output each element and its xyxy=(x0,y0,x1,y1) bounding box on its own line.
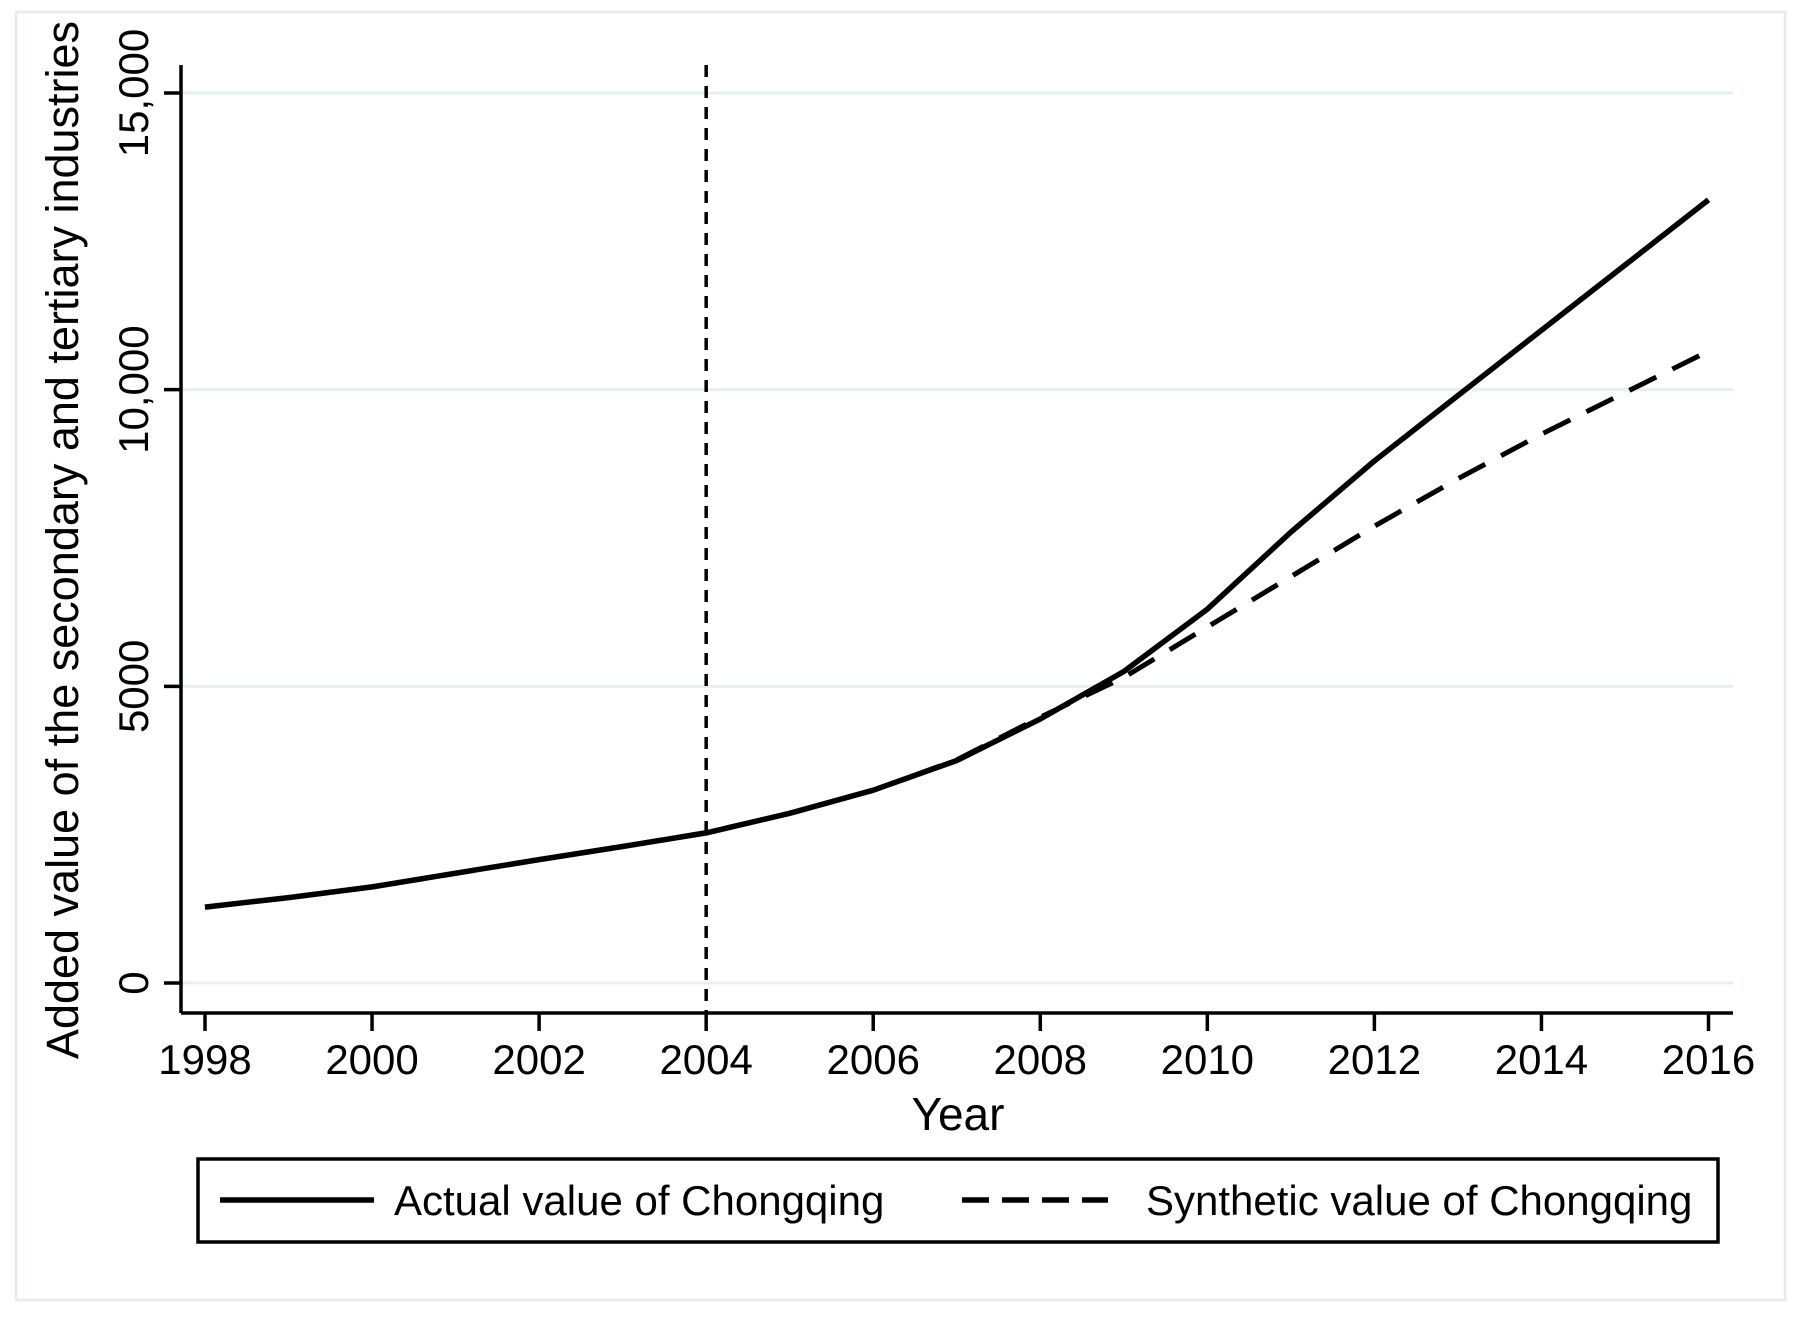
x-axis-ticks: 1998 2000 2002 2004 2006 2008 2010 2012 2014 2016 xyxy=(158,1013,1755,1083)
x-tick-label-2006: 2006 xyxy=(827,1036,920,1083)
y-tick-label-5000: 5000 xyxy=(110,640,157,733)
x-tick-label-2002: 2002 xyxy=(492,1036,585,1083)
legend-label-actual: Actual value of Chongqing xyxy=(394,1177,884,1224)
x-tick-label-1998: 1998 xyxy=(158,1036,251,1083)
actual-series-line xyxy=(204,197,1711,910)
x-tick-label-2012: 2012 xyxy=(1328,1036,1421,1083)
legend-label-synthetic: Synthetic value of Chongqing xyxy=(1146,1177,1692,1224)
x-tick-label-2000: 2000 xyxy=(325,1036,418,1083)
y-axis-title: Added value of the secondary and tertiar… xyxy=(37,21,88,1059)
y-tick-label-0: 0 xyxy=(110,971,157,994)
x-tick-label-2008: 2008 xyxy=(994,1036,1087,1083)
canvas-frame xyxy=(14,10,1787,1302)
gridlines xyxy=(181,91,1733,985)
x-tick-label-2014: 2014 xyxy=(1495,1036,1588,1083)
x-tick-label-2004: 2004 xyxy=(659,1036,752,1083)
synthetic-series-line xyxy=(204,348,1710,910)
y-tick-label-15000: 15,000 xyxy=(110,29,157,157)
series-lines xyxy=(204,197,1711,910)
x-tick-label-2016: 2016 xyxy=(1662,1036,1755,1083)
legend: Actual value of Chongqing Synthetic valu… xyxy=(196,1157,1720,1244)
legend-box xyxy=(196,1157,1720,1244)
y-axis-ticks: 0 5000 10,000 15,000 xyxy=(110,29,181,995)
x-tick-label-2010: 2010 xyxy=(1161,1036,1254,1083)
x-axis-title: Year xyxy=(912,1088,1005,1140)
y-tick-label-10000: 10,000 xyxy=(110,325,157,453)
axes xyxy=(179,65,1733,1015)
